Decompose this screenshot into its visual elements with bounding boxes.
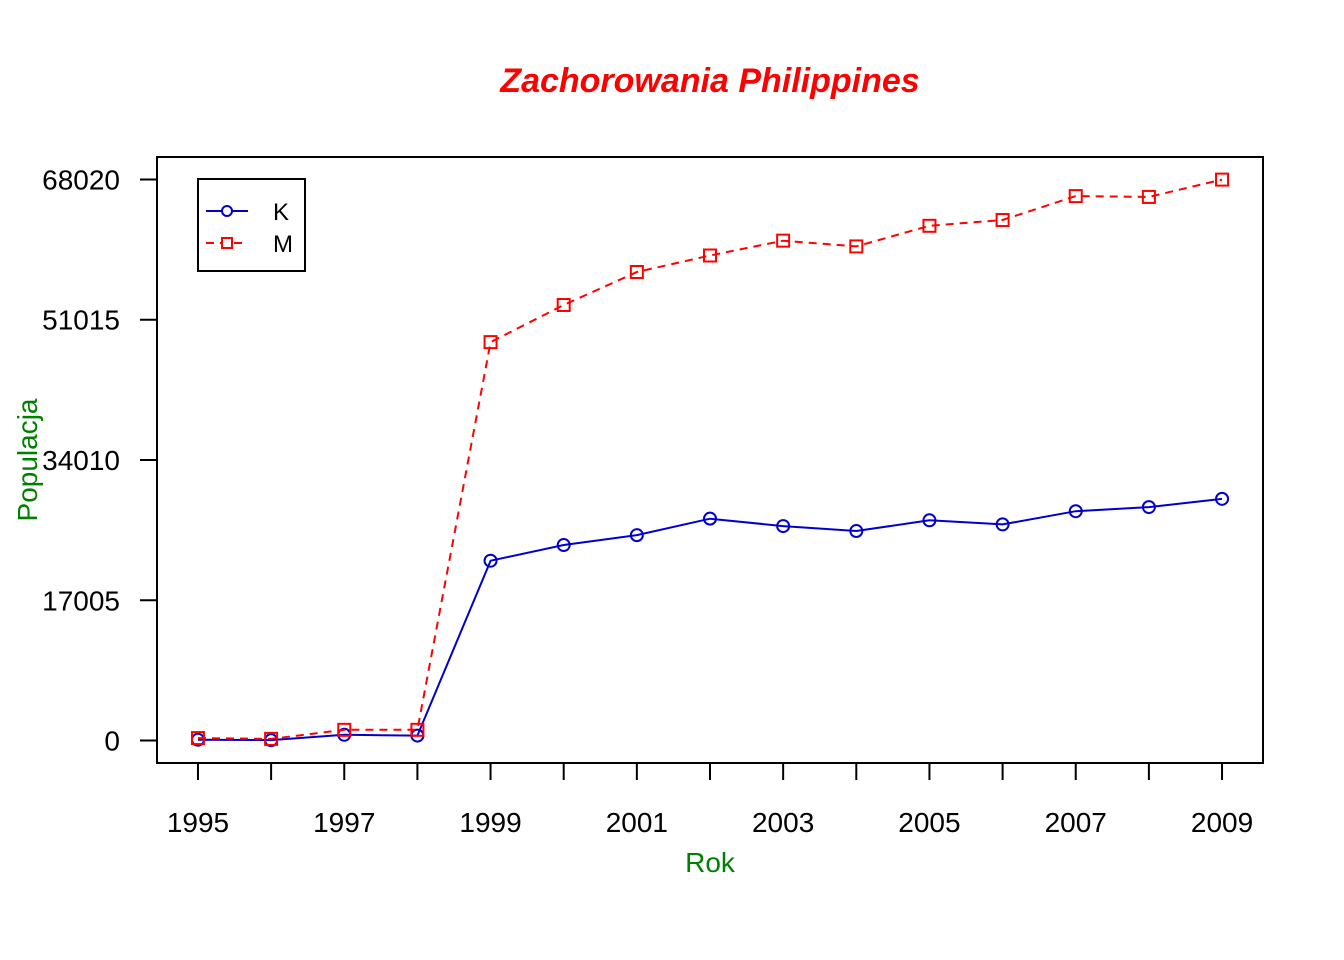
data-point xyxy=(776,233,791,248)
x-tick-label: 2003 xyxy=(752,807,814,838)
data-point xyxy=(849,524,864,539)
data-point xyxy=(410,722,425,737)
data-point xyxy=(922,513,937,528)
y-tick-label: 17005 xyxy=(42,585,120,616)
data-point xyxy=(629,265,644,280)
data-point xyxy=(556,297,571,312)
data-point xyxy=(1068,504,1083,519)
x-tick-label: 2009 xyxy=(1191,807,1253,838)
data-point xyxy=(1141,189,1156,204)
data-point xyxy=(1068,189,1083,204)
data-point xyxy=(1215,491,1230,506)
x-tick-label: 1999 xyxy=(459,807,521,838)
data-point xyxy=(629,528,644,543)
y-axis: 0 17005 34010 51015 68020 xyxy=(42,164,157,757)
data-point xyxy=(483,553,498,568)
data-point xyxy=(995,517,1010,532)
y-tick-label: 51015 xyxy=(42,305,120,336)
data-point xyxy=(849,239,864,254)
legend-label: K xyxy=(273,199,289,226)
x-tick-label: 1995 xyxy=(167,807,229,838)
data-point xyxy=(483,335,498,350)
data-point xyxy=(703,511,717,526)
series-line xyxy=(197,497,1223,742)
legend-box xyxy=(197,178,306,272)
data-point xyxy=(922,218,937,233)
legend-marker xyxy=(221,205,233,217)
x-tick-label: 1997 xyxy=(313,807,375,838)
legend-marker xyxy=(221,237,233,249)
data-point xyxy=(264,731,279,746)
x-tick-label: 2005 xyxy=(898,807,960,838)
data-point xyxy=(556,538,571,553)
data-point xyxy=(1215,172,1230,187)
y-tick-label: 34010 xyxy=(42,445,120,476)
x-tick-label: 2007 xyxy=(1045,807,1107,838)
series-line xyxy=(197,178,1223,740)
legend-label: M xyxy=(273,231,293,258)
data-point xyxy=(337,722,352,737)
series-K xyxy=(190,491,1230,748)
x-axis-label: Rok xyxy=(685,847,736,878)
legend: KM xyxy=(197,178,306,272)
y-tick-label: 68020 xyxy=(42,164,120,195)
data-point xyxy=(995,213,1010,228)
series-layer xyxy=(190,172,1230,748)
plot-frame xyxy=(156,156,1264,764)
y-axis-label: Populacja xyxy=(12,398,43,521)
data-point xyxy=(776,519,791,534)
series-M xyxy=(190,172,1230,746)
chart-title: Zachorowania Philippines xyxy=(499,62,919,100)
x-tick-label: 2001 xyxy=(606,807,668,838)
data-point xyxy=(703,248,717,263)
data-point xyxy=(1141,500,1156,515)
y-tick-label: 0 xyxy=(104,726,120,757)
x-axis: 1995 1997 1999 2001 2003 2005 2007 2009 xyxy=(167,763,1253,838)
data-point xyxy=(190,731,205,746)
